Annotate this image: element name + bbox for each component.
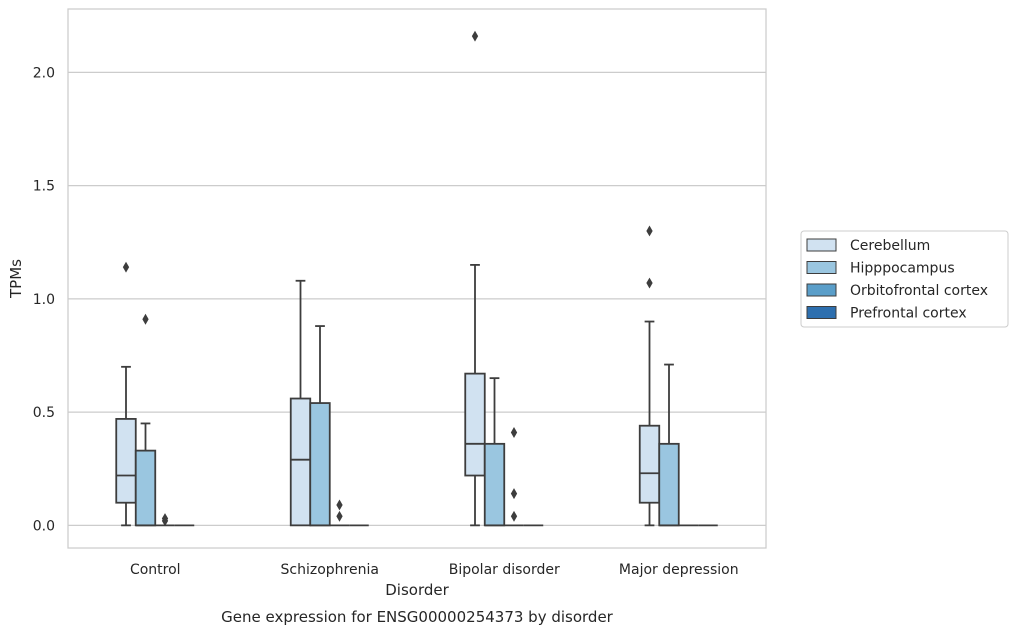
legend-frame xyxy=(800,230,1009,328)
legend-item: Prefrontal cortex xyxy=(806,306,967,322)
legend-swatch xyxy=(806,261,837,274)
outlier-point xyxy=(510,488,518,500)
category-group xyxy=(289,279,369,527)
box xyxy=(329,499,350,527)
y-tick-label: 0.0 xyxy=(33,518,55,534)
outlier-point xyxy=(646,277,653,289)
y-axis-label: TPMs xyxy=(7,259,25,299)
y-tick-labels: 0.0 0.5 1.0 1.5 2.0 xyxy=(33,65,55,534)
box xyxy=(483,377,506,527)
outlier-point xyxy=(646,225,653,237)
outlier-point xyxy=(510,427,518,438)
category-group xyxy=(115,261,195,527)
x-tick-labels: Control Schizophrenia Bipolar disorder Majo… xyxy=(130,562,739,578)
y-tick-label: 0.5 xyxy=(33,405,55,421)
y-tick-label: 1.0 xyxy=(33,292,55,308)
box-groups xyxy=(115,30,718,527)
box-body xyxy=(658,442,680,527)
legend-swatch xyxy=(806,238,837,252)
y-tick-label: 1.5 xyxy=(33,179,55,195)
x-tick-label: Bipolar disorder xyxy=(449,562,560,578)
box-body xyxy=(115,418,137,504)
figure-caption: Gene expression for ENSG00000254373 by d… xyxy=(221,608,614,626)
outlier-point xyxy=(471,30,479,42)
box xyxy=(115,261,137,527)
legend-label: Orbitofrontal cortex xyxy=(850,283,988,299)
box-body xyxy=(638,424,661,504)
box xyxy=(504,427,524,527)
outlier-point xyxy=(142,313,149,325)
legend-label: Cerebellum xyxy=(850,238,930,254)
box xyxy=(309,325,331,527)
legend-swatch xyxy=(806,283,837,297)
category-group xyxy=(638,225,718,527)
box-body xyxy=(134,449,157,527)
legend-label: Prefrontal cortex xyxy=(850,306,967,322)
box xyxy=(658,363,680,527)
box-body xyxy=(464,372,486,477)
x-tick-label: Major depression xyxy=(619,562,739,578)
legend-item: Cerebellum xyxy=(806,238,930,254)
box-body xyxy=(309,402,331,527)
box xyxy=(155,513,175,527)
y-tick-label: 2.0 xyxy=(33,65,55,81)
legend-item: Hipppocampus xyxy=(806,261,955,277)
box-body xyxy=(289,397,312,527)
outlier-point xyxy=(510,510,518,522)
box xyxy=(134,313,157,527)
legend: Cerebellum Hipppocampus Orbitofrontal cort… xyxy=(800,230,1009,328)
x-axis-label: Disorder xyxy=(385,581,449,599)
legend-swatch xyxy=(806,306,837,319)
box-body xyxy=(483,442,506,527)
outlier-point xyxy=(336,510,343,522)
legend-item: Orbitofrontal cortex xyxy=(806,283,988,299)
outlier-point xyxy=(161,513,169,525)
legend-label: Hipppocampus xyxy=(850,261,955,277)
category-group xyxy=(464,30,544,527)
outlier-point xyxy=(336,499,343,511)
x-tick-label: Control xyxy=(130,562,181,578)
box xyxy=(464,30,486,527)
plot-frame xyxy=(67,8,767,549)
x-tick-label: Schizophrenia xyxy=(281,562,379,578)
outlier-point xyxy=(122,261,130,273)
